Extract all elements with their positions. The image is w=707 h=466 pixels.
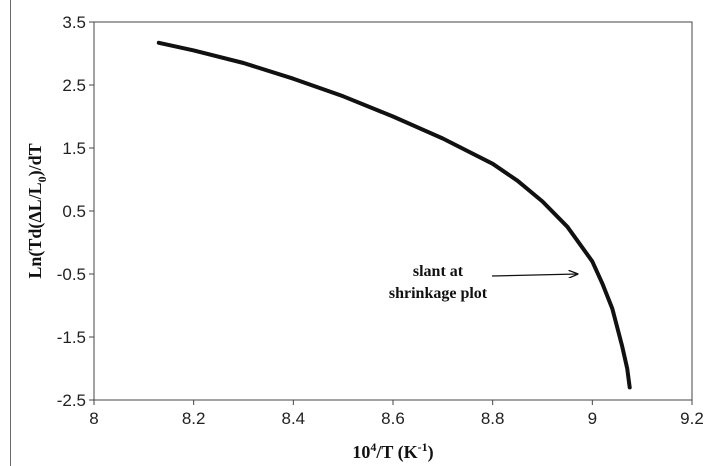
y-tick-label: 1.5	[62, 139, 86, 158]
x-tick-label: 8	[89, 409, 98, 428]
x-tick-label: 8.8	[481, 409, 505, 428]
y-axis-title: Ln(Td(ΔL/L0)/dT	[25, 143, 49, 278]
x-tick-label: 8.2	[182, 409, 206, 428]
y-tick-label: -0.5	[57, 265, 86, 284]
y-tick-label: -2.5	[57, 391, 86, 410]
x-axis-title: 104/T (K-1)	[352, 440, 433, 463]
annotation-label: shrinkage plot	[389, 285, 488, 302]
plot-area	[93, 21, 693, 401]
series-line	[156, 40, 632, 390]
y-tick-label: -1.5	[57, 328, 86, 347]
x-tick-label: 9	[588, 409, 597, 428]
chart-frame	[10, 0, 707, 466]
x-tick-label: 8.4	[282, 409, 306, 428]
annotation-label: slant at	[413, 263, 464, 280]
annotation-arrow	[491, 274, 577, 276]
y-tick-label: 3.5	[62, 13, 86, 32]
y-tick-label: 2.5	[62, 76, 86, 95]
x-tick-label: 8.6	[381, 409, 405, 428]
x-tick-label: 9.2	[680, 409, 704, 428]
y-tick-label: 0.5	[62, 202, 86, 221]
